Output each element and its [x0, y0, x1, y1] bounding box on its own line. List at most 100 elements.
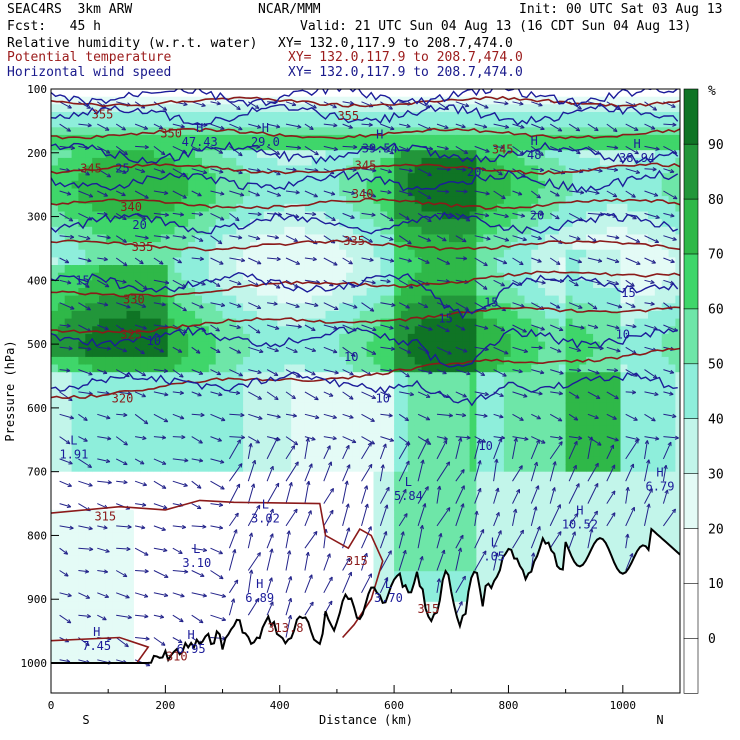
rh-cell [291, 173, 299, 182]
rh-cell [126, 96, 134, 105]
rh-cell [236, 310, 244, 320]
rh-cell [181, 395, 189, 404]
rh-cell [455, 594, 464, 603]
rh-cell [311, 249, 320, 258]
rh-cell [304, 310, 313, 320]
rh-cell [133, 341, 141, 350]
rh-cell [435, 157, 443, 167]
rh-cell [119, 509, 127, 519]
rh-cell [78, 104, 86, 113]
rh-cell [551, 89, 560, 98]
rh-cell [105, 134, 114, 144]
rh-cell [215, 257, 224, 266]
rh-cell [64, 441, 73, 450]
rh-cell [85, 471, 93, 480]
rh-cell [428, 134, 436, 144]
rh-cell [387, 540, 395, 549]
rh-cell [394, 410, 402, 419]
rh-cell [119, 265, 127, 274]
rh-cell [140, 180, 148, 189]
rh-cell [497, 96, 505, 105]
rh-cell [380, 448, 388, 457]
rh-cell [414, 257, 423, 266]
rh-cell [119, 295, 127, 304]
rh-cell [497, 402, 505, 411]
rh-cell [57, 532, 66, 542]
rh-cell [112, 402, 121, 411]
rh-cell [483, 548, 491, 557]
rh-cell [222, 295, 230, 304]
rh-cell [133, 257, 141, 266]
rh-cell [71, 594, 79, 603]
rh-cell [140, 356, 148, 366]
rh-cell [359, 119, 368, 128]
rh-cell [449, 265, 457, 274]
rh-cell [476, 548, 484, 557]
rh-cell [51, 471, 59, 480]
rh-cell [270, 418, 278, 427]
rh-cell [394, 487, 402, 496]
rh-cell [531, 257, 539, 266]
rh-cell [510, 295, 519, 304]
rh-cell [57, 548, 66, 557]
rh-cell [366, 203, 374, 212]
rh-cell [359, 165, 368, 174]
rh-cell [291, 280, 299, 289]
rh-cell [71, 532, 79, 542]
rh-cell [572, 242, 580, 251]
rh-cell [510, 525, 519, 534]
rh-cell [222, 356, 230, 366]
rh-cell [126, 494, 134, 503]
rh-cell [401, 295, 409, 304]
rh-cell [545, 119, 553, 128]
rh-cell [545, 226, 553, 235]
rh-cell [366, 387, 374, 396]
rh-cell [531, 265, 539, 274]
rh-cell [545, 150, 553, 159]
rh-cell [140, 395, 148, 404]
rh-cell [195, 303, 203, 312]
rh-cell [78, 479, 86, 488]
rh-cell [558, 157, 567, 167]
rh-cell [71, 617, 79, 626]
rh-cell [503, 517, 512, 526]
rh-cell [188, 288, 196, 297]
rh-cell [167, 265, 176, 274]
rh-cell [311, 364, 320, 373]
rh-cell [469, 333, 477, 343]
rh-cell [483, 578, 491, 587]
rh-cell [236, 425, 244, 434]
rh-cell [442, 219, 450, 228]
rh-cell [215, 441, 224, 450]
rh-cell [99, 127, 107, 136]
rh-cell [126, 640, 134, 649]
rh-cell [462, 402, 471, 411]
rh-cell [352, 234, 361, 243]
rh-cell [92, 624, 100, 633]
rh-cell [188, 242, 196, 251]
rh-cell [449, 479, 457, 488]
rh-cell [304, 456, 313, 465]
rh-cell [202, 418, 210, 427]
rh-cell [99, 410, 107, 419]
rh-cell [428, 594, 436, 603]
rh-cell [202, 410, 210, 419]
rh-cell [119, 647, 127, 656]
rh-cell [510, 173, 519, 182]
rh-cell [414, 418, 423, 427]
rh-cell [270, 410, 278, 419]
rh-cell [263, 265, 272, 274]
rh-cell [208, 249, 217, 258]
rh-cell [51, 632, 59, 641]
rh-cell [401, 242, 409, 251]
rh-cell [394, 295, 402, 304]
rh-cell [517, 326, 525, 335]
rh-cell [112, 211, 121, 220]
rh-cell [133, 295, 141, 304]
rh-cell [195, 418, 203, 427]
rh-cell [332, 464, 340, 473]
rh-cell [387, 349, 395, 358]
rh-cell [270, 402, 278, 411]
rh-cell [442, 203, 450, 212]
rh-cell [64, 448, 73, 457]
